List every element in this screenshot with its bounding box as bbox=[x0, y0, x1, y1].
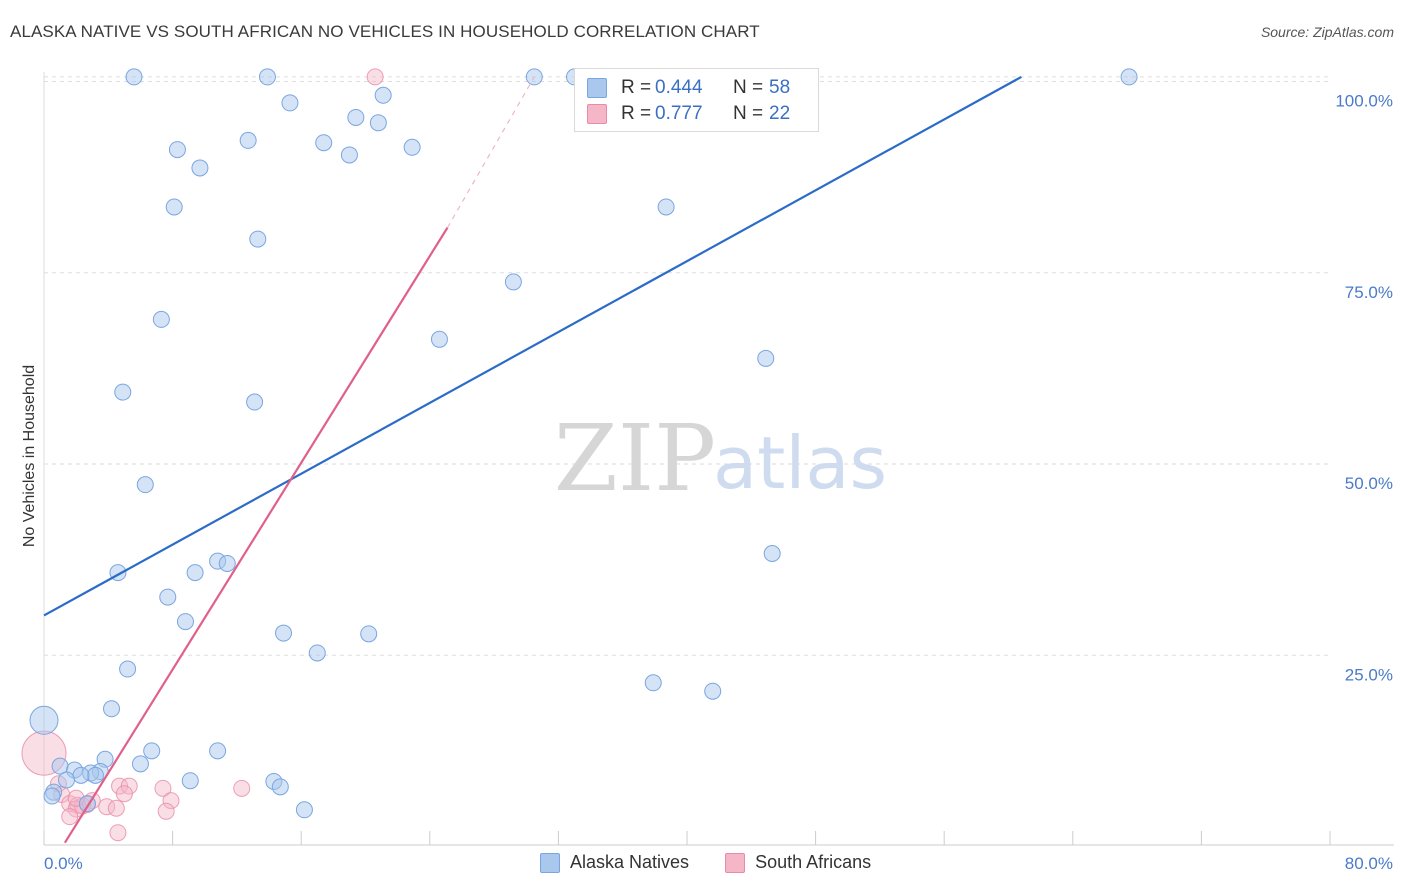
south-africans-trend-line bbox=[63, 227, 449, 844]
alaska-natives-point bbox=[504, 273, 522, 291]
alaska-natives-points bbox=[29, 68, 1138, 819]
alaska-natives-point bbox=[176, 613, 194, 631]
alaska-natives-point bbox=[347, 108, 365, 126]
south-africans-point bbox=[157, 802, 175, 820]
x-tick-label-min: 0.0% bbox=[44, 854, 83, 873]
legend-row-south-africans: R = 0.777 N = 22 bbox=[587, 102, 790, 126]
y-tick-label: 25.0% bbox=[1345, 665, 1393, 684]
alaska-natives-point bbox=[114, 383, 132, 401]
south-africans-point bbox=[61, 808, 79, 826]
alaska-natives-point bbox=[340, 146, 358, 164]
alaska-natives-point bbox=[143, 742, 161, 760]
legend-item-south-africans[interactable]: South Africans bbox=[725, 852, 871, 873]
alaska-natives-point bbox=[119, 660, 137, 678]
n-label: N = bbox=[733, 103, 764, 124]
south-africans-point bbox=[115, 785, 133, 803]
alaska-natives-point bbox=[136, 476, 154, 494]
legend-item-alaska-natives[interactable]: Alaska Natives bbox=[540, 852, 689, 873]
n-value: 58 bbox=[769, 77, 791, 98]
alaska-natives-point bbox=[58, 771, 76, 789]
y-tick-label: 50.0% bbox=[1345, 474, 1393, 493]
legend-label: South Africans bbox=[755, 852, 872, 872]
alaska-natives-point bbox=[209, 742, 227, 760]
alaska-natives-point bbox=[43, 787, 61, 805]
south-africans-point bbox=[366, 68, 384, 86]
south-africans-point bbox=[154, 779, 172, 797]
alaska-natives-point bbox=[72, 766, 90, 784]
x-tick-label-max: 80.0% bbox=[1345, 854, 1393, 873]
alaska-natives-trend-line bbox=[43, 75, 1022, 617]
alaska-natives-point bbox=[125, 68, 143, 86]
south-africans-point bbox=[109, 824, 127, 842]
legend-swatch-pink bbox=[725, 852, 746, 873]
alaska-natives-point bbox=[275, 624, 293, 642]
alaska-natives-point bbox=[181, 772, 199, 790]
source-credit: Source: ZipAtlas.com bbox=[1260, 24, 1394, 40]
alaska-natives-point bbox=[131, 755, 149, 773]
grid-lines bbox=[44, 76, 1330, 656]
y-tick-label: 75.0% bbox=[1345, 283, 1393, 302]
alaska-natives-point bbox=[403, 138, 421, 156]
alaska-natives-point bbox=[315, 134, 333, 152]
south-africans-points bbox=[21, 68, 384, 842]
series-legend: Alaska Natives South Africans bbox=[540, 852, 907, 873]
alaska-natives-point bbox=[258, 68, 276, 86]
r-label: R = bbox=[621, 77, 652, 98]
alaska-natives-point bbox=[239, 131, 257, 149]
alaska-natives-point bbox=[165, 198, 183, 216]
alaska-natives-point bbox=[295, 801, 313, 819]
alaska-natives-point bbox=[218, 554, 236, 572]
alaska-natives-point bbox=[246, 393, 264, 411]
alaska-natives-point bbox=[249, 230, 267, 248]
alaska-natives-point bbox=[360, 625, 378, 643]
alaska-natives-point bbox=[644, 674, 662, 692]
south-africans-trend-extension bbox=[446, 76, 535, 228]
alaska-natives-point bbox=[308, 644, 326, 662]
r-label: R = bbox=[621, 103, 652, 124]
y-tick-labels: 25.0% 50.0% 75.0% 100.0% bbox=[1335, 92, 1393, 685]
y-tick-label: 100.0% bbox=[1335, 92, 1393, 111]
alaska-natives-point bbox=[704, 682, 722, 700]
alaska-natives-point bbox=[168, 141, 186, 159]
alaska-natives-point bbox=[271, 778, 289, 796]
alaska-natives-point bbox=[159, 588, 177, 606]
alaska-natives-point bbox=[191, 159, 209, 177]
legend-swatch-pink bbox=[587, 104, 607, 124]
alaska-natives-point bbox=[281, 94, 299, 112]
r-value: 0.444 bbox=[655, 77, 703, 98]
chart-title: ALASKA NATIVE VS SOUTH AFRICAN NO VEHICL… bbox=[10, 22, 760, 41]
legend-swatch-blue bbox=[540, 852, 560, 873]
legend-label: Alaska Natives bbox=[570, 852, 690, 872]
south-africans-point bbox=[162, 792, 180, 810]
alaska-natives-point bbox=[757, 349, 775, 367]
south-africans-point bbox=[107, 799, 125, 817]
alaska-natives-point bbox=[369, 114, 387, 132]
alaska-natives-point bbox=[152, 310, 170, 328]
alaska-natives-point bbox=[430, 330, 448, 348]
correlation-legend: R = 0.444 N = 58 R = 0.777 N = 22 bbox=[574, 68, 819, 132]
watermark-atlas: atlas bbox=[713, 421, 887, 505]
n-label: N = bbox=[733, 77, 764, 98]
alaska-natives-point bbox=[374, 86, 392, 104]
legend-row-alaska-natives: R = 0.444 N = 58 bbox=[587, 76, 790, 100]
trend-lines bbox=[43, 75, 1022, 844]
south-africans-point bbox=[233, 779, 251, 797]
alaska-natives-point bbox=[1120, 68, 1138, 86]
r-value: 0.777 bbox=[655, 103, 703, 124]
alaska-natives-point bbox=[186, 564, 204, 582]
alaska-natives-point bbox=[763, 545, 781, 563]
watermark-zip: ZIP bbox=[554, 405, 716, 512]
alaska-natives-point bbox=[103, 700, 121, 718]
alaska-natives-point bbox=[86, 766, 104, 784]
watermark: ZIP atlas bbox=[554, 405, 887, 512]
alaska-natives-point bbox=[29, 705, 59, 735]
n-value: 22 bbox=[769, 103, 791, 124]
legend-swatch-blue bbox=[587, 78, 607, 98]
alaska-natives-point bbox=[657, 198, 675, 216]
